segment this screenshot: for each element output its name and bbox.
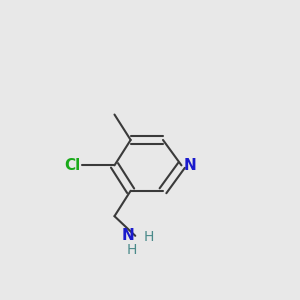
Text: H: H bbox=[127, 243, 137, 257]
Text: N: N bbox=[122, 228, 134, 243]
Text: Cl: Cl bbox=[64, 158, 80, 173]
Text: H: H bbox=[143, 230, 154, 244]
Text: N: N bbox=[183, 158, 196, 173]
